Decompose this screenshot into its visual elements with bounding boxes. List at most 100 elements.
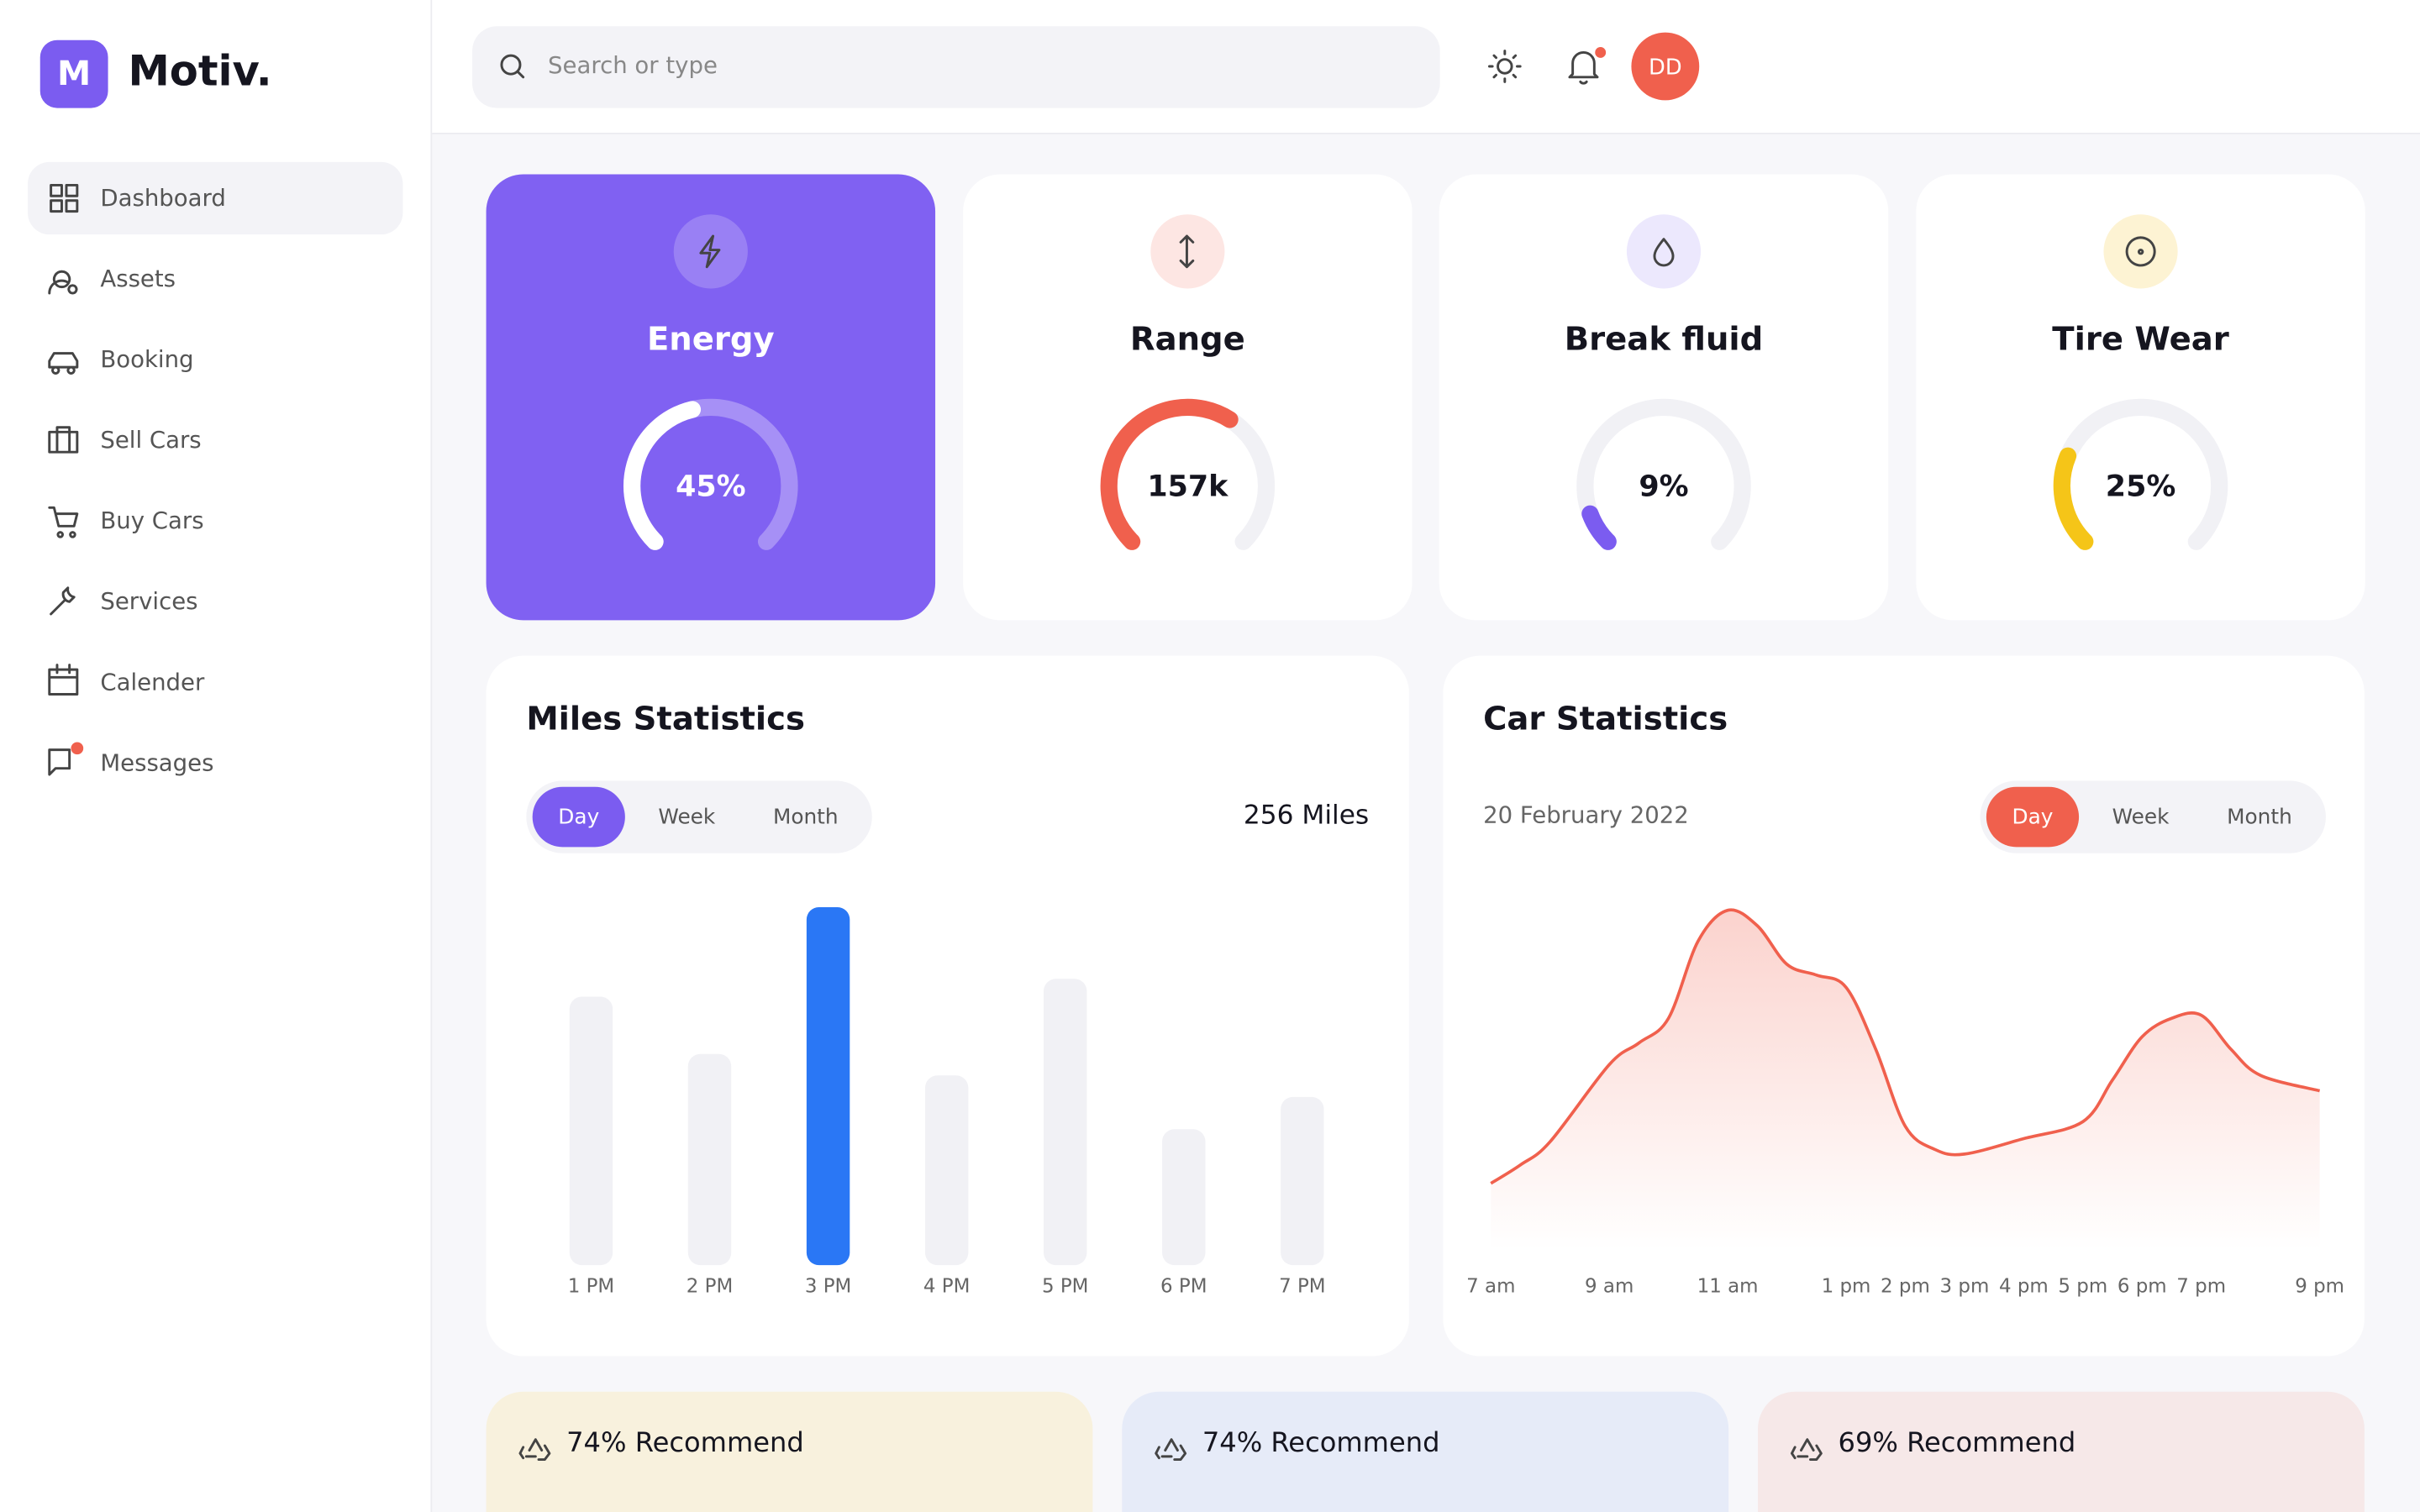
x-tick-label: 3 PM (805, 1275, 852, 1297)
gauge-fill (2053, 447, 2094, 550)
bar (1162, 1129, 1206, 1266)
nav-label: Services (100, 588, 197, 615)
metric-icon (699, 234, 721, 269)
message-dot (71, 742, 84, 755)
tab[interactable]: Month (2227, 804, 2292, 828)
nav-icon (48, 748, 71, 776)
x-tick-label: 2 PM (687, 1275, 734, 1297)
nav-icon (50, 183, 79, 213)
tab-label: Week (658, 804, 716, 828)
recycle-icon (1155, 1438, 1187, 1462)
bar (806, 907, 850, 1266)
metric-title: Energy (647, 320, 775, 358)
x-tick-label: 5 pm (2058, 1275, 2107, 1297)
tab[interactable]: Month (773, 804, 839, 828)
avatar[interactable] (1631, 32, 1700, 101)
x-tick-label: 9 am (1585, 1275, 1634, 1297)
x-tick-label: 6 pm (2118, 1275, 2167, 1297)
avatar-initials: DD (1649, 55, 1682, 80)
gauge-fill (1581, 505, 1617, 550)
tab[interactable]: Week (2112, 804, 2170, 828)
car-title: Car Statistics (1483, 700, 1728, 738)
logo (39, 39, 108, 108)
metric-icon-bg (1626, 214, 1702, 289)
tab[interactable]: Day (1986, 786, 2080, 848)
recommend-card (486, 1391, 1093, 1512)
tab[interactable]: Day (532, 786, 625, 848)
nav-icon (48, 352, 79, 375)
car-card (1443, 655, 2365, 1357)
x-tick-label: 4 pm (1999, 1275, 2049, 1297)
miles-title: Miles Statistics (526, 700, 805, 738)
recommend-card (1122, 1391, 1729, 1512)
recycle-icon (518, 1438, 551, 1462)
recommend-text: 74% Recommend (566, 1426, 804, 1458)
notification-dot (1595, 47, 1607, 58)
metric-icon (1653, 238, 1675, 267)
tab-label: Day (2012, 804, 2054, 828)
miles-chart: Day Week Month 1 PM 2 PM 3 PM 4 PM 5 PM 6 PM 7 PM (532, 786, 1326, 1297)
x-tick-label: 5 PM (1042, 1275, 1089, 1297)
nav-item[interactable]: Services (50, 586, 198, 616)
x-tick-label: 3 pm (1940, 1275, 1990, 1297)
sidebar (0, 0, 431, 1512)
tab-label: Month (2227, 804, 2292, 828)
search-box[interactable] (472, 26, 1440, 108)
tab[interactable]: Week (658, 804, 716, 828)
metric-title: Tire Wear (2052, 320, 2228, 358)
metric-cards: Energy 45% Range 157k Break fluid 9% Tire Wear… (486, 174, 2365, 621)
gauge-label: 25% (2106, 470, 2175, 503)
nav-label: Dashboard (100, 185, 225, 212)
notifications[interactable] (1568, 50, 1599, 85)
area (1491, 910, 2320, 1250)
car-date: 20 February 2022 (1483, 802, 1689, 829)
nav-label: Calender (100, 669, 205, 696)
x-tick-label: 4 PM (923, 1275, 971, 1297)
nav-label: Assets (100, 265, 176, 292)
x-tick-label: 7 PM (1279, 1275, 1326, 1297)
tab-label: Day (558, 804, 599, 828)
recommend-text: 69% Recommend (1839, 1426, 2076, 1458)
theme-toggle[interactable] (1487, 50, 1522, 83)
nav-item[interactable]: Buy Cars (48, 506, 204, 538)
bar (924, 1075, 969, 1266)
brand-name: Motiv. (128, 47, 271, 96)
nav-icon (48, 664, 79, 696)
recommend-text: 74% Recommend (1202, 1426, 1440, 1458)
nav-icon (50, 586, 76, 616)
x-tick-label: 9 pm (2295, 1275, 2344, 1297)
bar (569, 996, 613, 1266)
x-tick-label: 11 am (1697, 1275, 1759, 1297)
car-chart: Day Week Month 7 am 9 am 11 am 1 pm 2 pm 3 pm 4 p… (1466, 786, 2344, 1297)
nav-item[interactable]: Messages (48, 748, 214, 776)
nav-item[interactable]: Calender (48, 664, 205, 696)
nav-item[interactable]: Sell Cars (48, 426, 202, 454)
x-tick-label: 7 am (1466, 1275, 1515, 1297)
tab-label: Month (773, 804, 839, 828)
nav-label: Sell Cars (100, 427, 201, 454)
bar (687, 1053, 732, 1266)
metric-icon (1179, 234, 1195, 269)
metric-title: Break fluid (1565, 320, 1764, 358)
gauge-track (1576, 398, 1751, 550)
metric-card (1916, 174, 2365, 621)
nav-item[interactable]: Booking (48, 346, 194, 375)
metric-icon-bg (673, 214, 748, 289)
recycle-icon (1790, 1438, 1823, 1462)
gauge-fill (1100, 398, 1239, 550)
metric-icon (2125, 236, 2156, 267)
nav-item[interactable]: Assets (48, 265, 176, 295)
x-tick-label: 2 pm (1881, 1275, 1930, 1297)
metric-card (486, 174, 936, 621)
nav-icon (48, 426, 79, 454)
gauge-label: 157k (1147, 470, 1228, 503)
nav-active-bg (28, 161, 403, 235)
search-icon (500, 54, 525, 79)
metric-card (963, 174, 1413, 621)
logo-letter: M (57, 53, 91, 93)
miles-total: 256 Miles (1244, 801, 1369, 831)
nav-item[interactable]: Dashboard (28, 161, 403, 235)
metric-title: Range (1130, 320, 1245, 358)
search-placeholder: Search or type (548, 52, 718, 79)
